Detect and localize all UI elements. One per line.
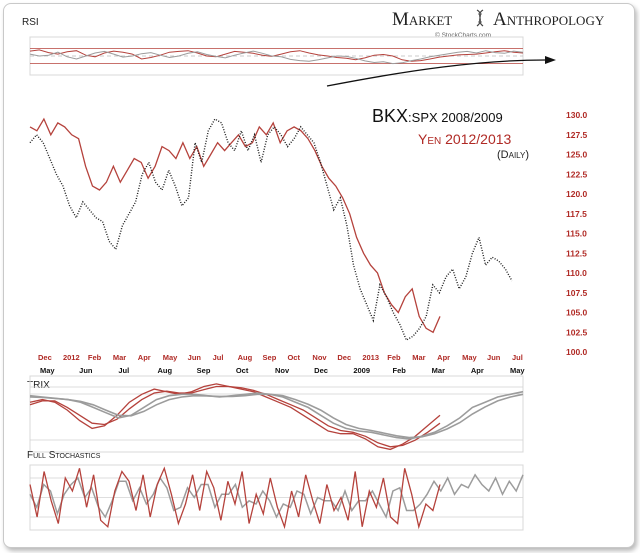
- stoch-gray-line: [29, 473, 524, 520]
- x-tick-label-top: Mar: [113, 353, 126, 362]
- y-tick-label: 100.0: [566, 347, 588, 357]
- x-tick-label-bottom: Mar: [432, 366, 445, 375]
- trix-series-line: [29, 393, 524, 439]
- x-tick-label-bottom: Aug: [158, 366, 173, 375]
- x-tick-label-bottom: Sep: [197, 366, 211, 375]
- legend-daily: (Daily): [497, 149, 529, 161]
- x-tick-label-top: May: [462, 353, 477, 362]
- x-tick-label-top: Apr: [138, 353, 151, 362]
- yen-series-line: [29, 117, 441, 334]
- y-tick-label: 117.5: [566, 209, 587, 219]
- x-tick-label-top: Apr: [437, 353, 450, 362]
- stoch-red-line: [29, 466, 441, 530]
- x-tick-label-bottom: Oct: [236, 366, 249, 375]
- x-tick-label-bottom: 2009: [353, 366, 370, 375]
- y-tick-label: 115.0: [566, 229, 587, 239]
- x-tick-label-bottom: May: [510, 366, 525, 375]
- x-tick-label-top: Mar: [412, 353, 425, 362]
- brand-title-2: Anthropology: [493, 9, 605, 30]
- trix-title: TRIX: [27, 380, 50, 391]
- x-tick-label-bottom: Feb: [393, 366, 407, 375]
- y-tick-label: 122.5: [566, 169, 588, 179]
- x-tick-label-top: Dec: [38, 353, 52, 362]
- y-tick-label: 107.5: [566, 288, 588, 298]
- y-tick-label: 112.5: [566, 248, 587, 258]
- stoch-title: Full Stochastics: [27, 450, 101, 461]
- x-tick-label-bottom: Jul: [118, 366, 129, 375]
- rsi-trend-arrow: [326, 59, 546, 87]
- x-tick-label-bottom: Apr: [471, 366, 484, 375]
- x-tick-label-top: Feb: [88, 353, 102, 362]
- y-tick-label: 127.5: [566, 130, 588, 140]
- chart-frame: [3, 3, 635, 548]
- y-tick-label: 130.0: [566, 110, 588, 120]
- x-tick-label-bottom: Dec: [314, 366, 328, 375]
- rsi-series-line: [29, 49, 524, 62]
- price-panel: 130.0 127.5 125.0 122.5 120.0 117.5 115.0 112.5…: [29, 110, 588, 375]
- x-tick-label-top: Jul: [213, 353, 224, 362]
- x-tick-label-top: Aug: [238, 353, 253, 362]
- rsi-series-line: [29, 50, 524, 65]
- rsi-title: RSI: [22, 17, 39, 28]
- trix-series-line: [29, 385, 441, 448]
- x-tick-label-bottom: Nov: [275, 366, 290, 375]
- x-tick-label-top: 2012: [63, 353, 80, 362]
- trix-plot-area: [29, 375, 524, 453]
- x-tick-label-bottom: Jun: [79, 366, 93, 375]
- y-tick-label: 110.0: [566, 268, 587, 278]
- x-tick-label-bottom: May: [40, 366, 55, 375]
- rsi-arrow-head: [545, 56, 556, 64]
- x-tick-label-top: Jun: [188, 353, 202, 362]
- dna-icon: [476, 9, 484, 27]
- x-tick-label-top: Jul: [512, 353, 523, 362]
- y-tick-label: 105.0: [566, 308, 588, 318]
- bkx-series-line: [29, 118, 513, 342]
- y-tick-label: 125.0: [566, 150, 588, 160]
- y-tick-label: 102.5: [566, 327, 588, 337]
- y-tick-label: 120.0: [566, 189, 588, 199]
- stockcharts-credit: © StockCharts.com: [435, 31, 491, 39]
- x-tick-label-top: Oct: [287, 353, 300, 362]
- x-tick-label-top: Nov: [312, 353, 327, 362]
- x-tick-label-top: Sep: [263, 353, 277, 362]
- x-tick-label-top: May: [163, 353, 178, 362]
- stoch-panel: [29, 464, 524, 531]
- x-tick-label-top: Feb: [387, 353, 401, 362]
- brand-title: Market: [392, 9, 452, 30]
- legend-bkx: BKX:SPX 2008/2009: [372, 106, 503, 126]
- x-tick-label-top: 2013: [362, 353, 379, 362]
- x-tick-label-top: Dec: [337, 353, 351, 362]
- x-tick-label-top: Jun: [487, 353, 501, 362]
- legend-yen: Yen 2012/2013: [418, 131, 512, 147]
- rsi-panel: [29, 36, 524, 76]
- trix-panel: [29, 375, 524, 453]
